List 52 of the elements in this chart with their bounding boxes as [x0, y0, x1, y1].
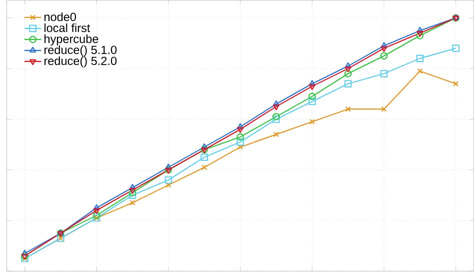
point	[308, 98, 316, 106]
point	[273, 132, 279, 138]
point	[344, 80, 352, 88]
point	[272, 113, 280, 120]
point	[381, 106, 387, 112]
legend-label: reduce() 5.1.0	[44, 45, 117, 56]
point	[202, 164, 208, 170]
point	[93, 208, 100, 214]
point	[308, 92, 316, 100]
point	[236, 138, 244, 146]
point	[164, 176, 172, 184]
point	[272, 100, 280, 106]
point	[237, 127, 244, 134]
point	[416, 31, 424, 37]
point	[380, 52, 388, 60]
point	[165, 164, 172, 170]
point	[272, 104, 280, 110]
legend-label: node0	[44, 12, 76, 22]
point	[130, 200, 136, 206]
point	[380, 46, 388, 52]
point	[166, 182, 172, 188]
point	[238, 144, 244, 150]
point	[93, 204, 100, 210]
legend-label: reduce() 5.2.0	[44, 56, 117, 68]
point	[345, 106, 351, 112]
point	[416, 26, 424, 33]
legend-label: local first	[44, 23, 90, 32]
point	[128, 192, 136, 199]
point	[272, 116, 280, 123]
point	[308, 80, 316, 86]
point	[129, 188, 136, 194]
point	[237, 123, 244, 129]
point	[129, 184, 136, 190]
point	[128, 189, 136, 196]
point	[416, 54, 424, 62]
point	[236, 133, 244, 141]
point	[21, 250, 28, 256]
point	[380, 70, 388, 78]
point	[453, 81, 459, 87]
point	[380, 42, 388, 48]
point	[344, 66, 352, 72]
point	[308, 84, 316, 90]
legend-label: hypercube	[44, 34, 98, 46]
point	[200, 154, 208, 161]
point	[344, 70, 352, 78]
point	[92, 212, 100, 220]
point	[344, 62, 352, 68]
point	[417, 68, 423, 74]
point	[416, 32, 424, 40]
point	[452, 44, 460, 52]
point	[201, 143, 208, 150]
point	[309, 119, 315, 125]
